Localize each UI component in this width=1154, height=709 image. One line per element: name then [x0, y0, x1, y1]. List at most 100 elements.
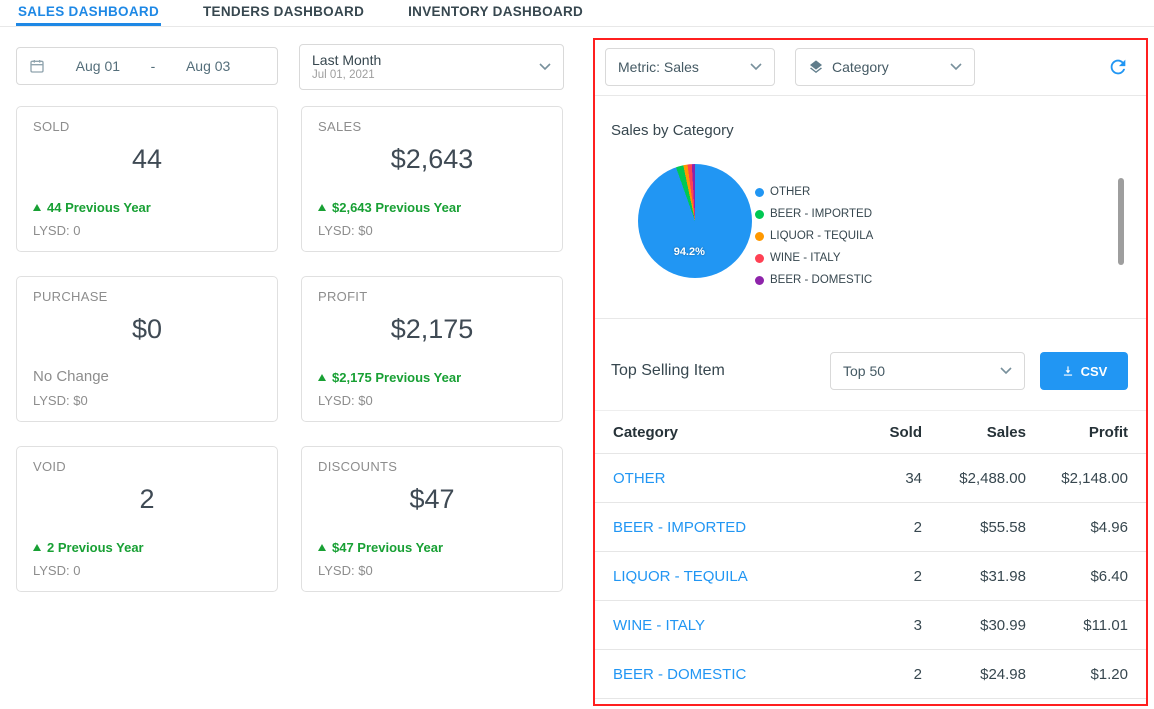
category-link[interactable]: OTHER: [613, 469, 666, 487]
kpi-change: 2 Previous Year: [33, 540, 261, 555]
chart-legend: OTHER BEER - IMPORTED LIQUOR - TEQUILA W…: [755, 181, 873, 291]
legend-item[interactable]: WINE - ITALY: [755, 247, 873, 269]
sold-cell: 2: [913, 567, 922, 585]
refresh-icon[interactable]: [1107, 56, 1129, 78]
sold-cell: 2: [913, 518, 922, 536]
kpi-value: $2,175: [390, 314, 474, 344]
legend-item[interactable]: LIQUOR - TEQUILA: [755, 225, 873, 247]
column-header-profit: Profit: [1088, 423, 1128, 441]
kpi-card-sold: SOLD 44 44 Previous Year LYSD: 0: [16, 106, 278, 252]
kpi-lysd: LYSD: $0: [318, 393, 373, 408]
period-label: Last Month: [312, 52, 382, 68]
legend-label: BEER - DOMESTIC: [770, 274, 873, 286]
group-by-select[interactable]: Category: [795, 48, 975, 86]
table-row: BEER - IMPORTED 2 $55.58 $4.96: [595, 503, 1146, 552]
divider: [595, 318, 1146, 319]
date-separator: -: [150, 58, 156, 74]
date-start: Aug 01: [75, 58, 121, 74]
tab-inventory-dashboard[interactable]: INVENTORY DASHBOARD: [408, 4, 584, 19]
table-header-row: Category Sold Sales Profit: [595, 410, 1146, 454]
csv-export-button[interactable]: CSV: [1040, 352, 1128, 390]
sales-cell: $30.99: [980, 616, 1026, 634]
date-end: Aug 03: [185, 58, 231, 74]
kpi-card-discounts: DISCOUNTS $47 $47 Previous Year LYSD: $0: [301, 446, 563, 592]
table-row: OTHER 34 $2,488.00 $2,148.00: [595, 454, 1146, 503]
kpi-card-void: VOID 2 2 Previous Year LYSD: 0: [16, 446, 278, 592]
table-row: BEER - DOMESTIC 2 $24.98 $1.20: [595, 650, 1146, 699]
sales-cell: $24.98: [980, 665, 1026, 683]
up-triangle-icon: [318, 374, 326, 381]
layers-icon: [810, 60, 822, 74]
tab-tenders-dashboard[interactable]: TENDERS DASHBOARD: [203, 4, 365, 19]
table-row: LIQUOR - TEQUILA 2 $31.98 $6.40: [595, 552, 1146, 601]
limit-select[interactable]: Top 50: [830, 352, 1025, 390]
sales-cell: $31.98: [980, 567, 1026, 585]
pie-chart[interactable]: 94.2%: [638, 164, 752, 278]
legend-swatch: [755, 253, 764, 263]
column-header-sales: Sales: [986, 423, 1026, 441]
kpi-card-profit: PROFIT $2,175 $2,175 Previous Year LYSD:…: [301, 276, 563, 422]
kpi-lysd: LYSD: 0: [33, 563, 81, 578]
profit-cell: $6.40: [1090, 567, 1128, 585]
period-sublabel: Jul 01, 2021: [312, 69, 375, 81]
kpi-title: SOLD: [33, 119, 70, 134]
kpi-title: SALES: [318, 119, 362, 134]
analytics-panel: Metric: Sales Category Sales by Category…: [593, 38, 1148, 706]
chevron-down-icon: [1000, 367, 1012, 375]
date-range-picker[interactable]: Aug 01 - Aug 03: [16, 47, 278, 85]
group-select-value: Category: [832, 59, 889, 75]
metric-select[interactable]: Metric: Sales: [605, 48, 775, 86]
sales-cell: $2,488.00: [959, 469, 1026, 487]
divider: [595, 95, 1146, 96]
kpi-value: $47: [409, 484, 455, 514]
legend-label: WINE - ITALY: [770, 252, 841, 264]
tab-sales-dashboard[interactable]: SALES DASHBOARD: [16, 0, 162, 26]
sold-cell: 34: [905, 469, 922, 487]
kpi-lysd: LYSD: $0: [318, 563, 373, 578]
chart-section-title: Sales by Category: [611, 122, 734, 139]
tab-bar: SALES DASHBOARD TENDERS DASHBOARD INVENT…: [0, 0, 1154, 27]
category-link[interactable]: LIQUOR - TEQUILA: [613, 567, 748, 585]
kpi-lysd: LYSD: $0: [33, 393, 88, 408]
legend-swatch: [755, 209, 764, 219]
legend-item[interactable]: BEER - IMPORTED: [755, 203, 873, 225]
download-icon: [1063, 366, 1072, 376]
kpi-change-text: 44 Previous Year: [47, 200, 151, 215]
up-triangle-icon: [33, 204, 41, 211]
limit-select-value: Top 50: [843, 363, 886, 379]
kpi-lysd: LYSD: $0: [318, 223, 373, 238]
kpi-change-text: No Change: [33, 368, 109, 385]
category-link[interactable]: WINE - ITALY: [613, 616, 705, 634]
legend-swatch: [755, 187, 764, 197]
profit-cell: $1.20: [1090, 665, 1128, 683]
kpi-title: DISCOUNTS: [318, 459, 398, 474]
profit-cell: $4.96: [1090, 518, 1128, 536]
kpi-change: 44 Previous Year: [33, 200, 261, 215]
legend-label: BEER - IMPORTED: [770, 208, 873, 220]
profit-cell: $11.01: [1083, 616, 1128, 634]
kpi-title: PROFIT: [318, 289, 368, 304]
up-triangle-icon: [318, 204, 326, 211]
legend-item[interactable]: BEER - DOMESTIC: [755, 269, 873, 291]
category-link[interactable]: BEER - IMPORTED: [613, 518, 747, 536]
calendar-icon: [30, 60, 44, 73]
kpi-change: $2,643 Previous Year: [318, 200, 546, 215]
kpi-value: $0: [131, 314, 163, 344]
scrollbar-thumb[interactable]: [1118, 178, 1124, 265]
top-selling-title: Top Selling Item: [611, 362, 725, 379]
column-header-sold: Sold: [889, 423, 923, 441]
chevron-down-icon: [750, 63, 762, 71]
kpi-lysd: LYSD: 0: [33, 223, 81, 238]
top-selling-table: Category Sold Sales Profit OTHER 34 $2,4…: [595, 410, 1146, 699]
up-triangle-icon: [318, 544, 326, 551]
kpi-change: $2,175 Previous Year: [318, 370, 546, 385]
pie-slice-label: 94.2%: [673, 245, 705, 258]
kpi-value: $2,643: [390, 144, 474, 174]
up-triangle-icon: [33, 544, 41, 551]
kpi-change-text: 2 Previous Year: [47, 540, 144, 555]
chevron-down-icon: [539, 63, 551, 71]
period-select[interactable]: Last Month Jul 01, 2021: [299, 44, 564, 90]
legend-item[interactable]: OTHER: [755, 181, 873, 203]
category-link[interactable]: BEER - DOMESTIC: [613, 665, 747, 683]
csv-button-label: CSV: [1080, 363, 1108, 379]
